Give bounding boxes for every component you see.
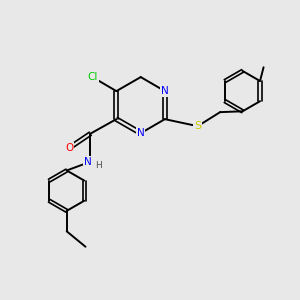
Text: N: N: [137, 128, 145, 138]
Text: N: N: [84, 157, 92, 167]
Text: S: S: [194, 121, 201, 131]
Text: N: N: [161, 86, 169, 96]
Text: H: H: [95, 160, 101, 169]
Text: Cl: Cl: [87, 72, 98, 82]
Text: O: O: [65, 143, 74, 153]
